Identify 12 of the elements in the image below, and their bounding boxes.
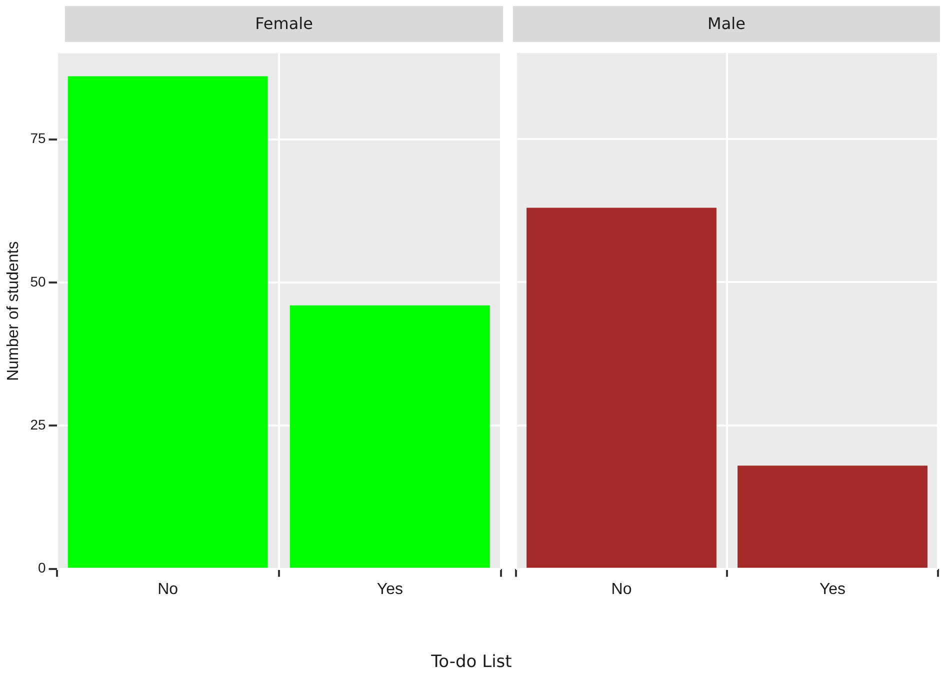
y-tick-label: 0: [38, 560, 46, 576]
y-axis-title: Number of students: [5, 241, 22, 381]
y-tick-label: 50: [30, 273, 46, 290]
y-tick-label: 75: [30, 130, 46, 146]
chart-title: Female: [65, 6, 503, 42]
x-tick-label: No: [158, 580, 178, 598]
x-tick-label: Yes: [376, 580, 403, 598]
chart-title: Male: [513, 6, 940, 42]
x-axis-title: To-do List: [430, 652, 513, 672]
x-tick-label: No: [611, 580, 632, 598]
x-tick-label: Yes: [819, 580, 846, 598]
y-tick-label: 25: [30, 416, 46, 432]
